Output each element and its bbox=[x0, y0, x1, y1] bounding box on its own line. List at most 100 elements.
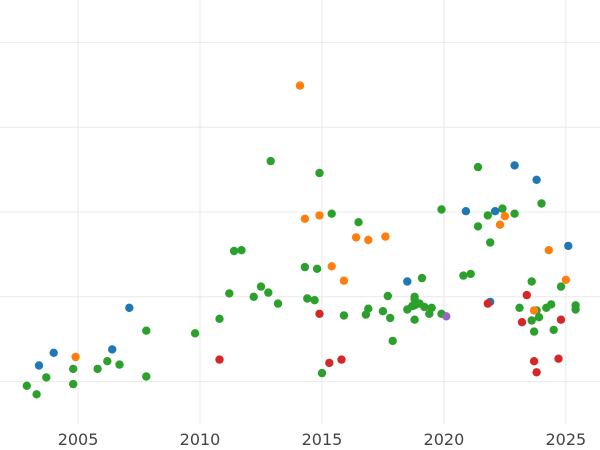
point-green-14 bbox=[237, 246, 246, 255]
point-green-68 bbox=[571, 305, 580, 314]
point-orange-6 bbox=[351, 233, 361, 242]
point-blue-3 bbox=[125, 303, 134, 312]
point-green-22 bbox=[310, 296, 319, 305]
point-green-17 bbox=[264, 288, 273, 297]
point-green-11 bbox=[215, 314, 224, 323]
point-green-65 bbox=[549, 325, 558, 335]
point-green-62 bbox=[537, 199, 546, 208]
point-green-57 bbox=[527, 277, 536, 286]
point-green-39 bbox=[410, 315, 419, 324]
point-orange-0 bbox=[71, 352, 80, 362]
point-green-21 bbox=[303, 294, 312, 303]
grid bbox=[0, 0, 600, 424]
point-red-3 bbox=[337, 355, 346, 364]
point-green-19 bbox=[273, 299, 283, 308]
point-purple-0 bbox=[442, 312, 451, 321]
point-green-8 bbox=[142, 326, 151, 335]
point-green-32 bbox=[383, 291, 392, 301]
point-green-26 bbox=[327, 209, 336, 218]
point-orange-9 bbox=[495, 220, 505, 229]
point-green-10 bbox=[190, 329, 200, 338]
point-red-8 bbox=[532, 368, 541, 377]
point-blue-4 bbox=[403, 277, 412, 286]
point-green-25 bbox=[317, 368, 327, 378]
point-green-12 bbox=[225, 289, 234, 298]
point-green-46 bbox=[437, 205, 446, 214]
point-red-0 bbox=[215, 355, 224, 364]
point-green-28 bbox=[354, 218, 363, 227]
x-axis-ticks: 2005 2010 2015 2020 2025 bbox=[58, 430, 587, 449]
point-green-1 bbox=[32, 390, 41, 399]
point-red-9 bbox=[554, 354, 563, 363]
point-green-23 bbox=[312, 264, 322, 273]
point-blue-2 bbox=[108, 345, 117, 354]
point-green-2 bbox=[42, 373, 51, 382]
point-green-55 bbox=[510, 209, 519, 218]
point-orange-8 bbox=[381, 232, 390, 241]
point-green-42 bbox=[417, 273, 427, 283]
point-red-4 bbox=[483, 299, 492, 308]
point-blue-10 bbox=[564, 241, 573, 251]
x-tick-label-2025: 2025 bbox=[545, 430, 586, 449]
point-green-20 bbox=[300, 262, 310, 272]
point-blue-9 bbox=[532, 175, 541, 184]
point-green-5 bbox=[93, 364, 102, 374]
point-green-61 bbox=[534, 313, 544, 322]
point-green-6 bbox=[103, 357, 112, 366]
point-blue-8 bbox=[510, 161, 519, 170]
point-green-34 bbox=[388, 336, 397, 346]
point-green-56 bbox=[515, 303, 524, 312]
point-green-3 bbox=[69, 364, 78, 374]
point-orange-2 bbox=[300, 214, 310, 223]
point-green-64 bbox=[547, 300, 556, 309]
point-green-18 bbox=[266, 156, 275, 166]
point-blue-1 bbox=[49, 348, 58, 357]
point-orange-7 bbox=[364, 235, 373, 245]
point-green-43 bbox=[420, 302, 429, 312]
point-green-4 bbox=[69, 379, 78, 389]
point-red-7 bbox=[529, 357, 539, 366]
point-red-1 bbox=[315, 309, 324, 318]
point-red-5 bbox=[517, 318, 527, 327]
point-green-0 bbox=[22, 381, 31, 390]
point-green-45 bbox=[427, 303, 436, 312]
point-orange-5 bbox=[339, 276, 349, 285]
point-green-7 bbox=[115, 360, 124, 369]
point-blue-5 bbox=[461, 207, 471, 216]
x-tick-label-2015: 2015 bbox=[302, 430, 343, 449]
point-green-13 bbox=[229, 246, 239, 256]
point-orange-10 bbox=[500, 212, 510, 221]
point-orange-11 bbox=[529, 306, 539, 315]
point-green-49 bbox=[466, 269, 475, 279]
point-green-59 bbox=[529, 327, 539, 336]
point-blue-7 bbox=[490, 207, 500, 216]
point-orange-13 bbox=[561, 275, 571, 284]
point-green-51 bbox=[473, 162, 483, 172]
point-orange-3 bbox=[315, 211, 324, 220]
point-green-54 bbox=[498, 204, 507, 213]
point-orange-12 bbox=[544, 246, 553, 255]
point-red-2 bbox=[325, 358, 334, 368]
point-green-9 bbox=[142, 372, 151, 381]
point-green-24 bbox=[315, 168, 324, 178]
point-green-15 bbox=[249, 292, 258, 301]
point-green-33 bbox=[386, 313, 395, 323]
point-green-30 bbox=[364, 304, 373, 313]
point-green-58 bbox=[527, 316, 536, 325]
point-blue-0 bbox=[34, 361, 44, 370]
point-green-31 bbox=[378, 307, 388, 316]
point-red-10 bbox=[556, 315, 566, 324]
point-orange-1 bbox=[295, 81, 305, 90]
x-tick-label-2020: 2020 bbox=[424, 430, 465, 449]
point-green-16 bbox=[256, 282, 266, 291]
point-green-48 bbox=[459, 271, 468, 280]
point-green-27 bbox=[339, 311, 349, 320]
point-red-6 bbox=[522, 290, 531, 300]
point-green-50 bbox=[473, 222, 483, 231]
x-tick-label-2005: 2005 bbox=[58, 430, 99, 449]
x-tick-label-2010: 2010 bbox=[180, 430, 221, 449]
point-green-53 bbox=[486, 238, 495, 247]
data-points bbox=[22, 81, 580, 399]
